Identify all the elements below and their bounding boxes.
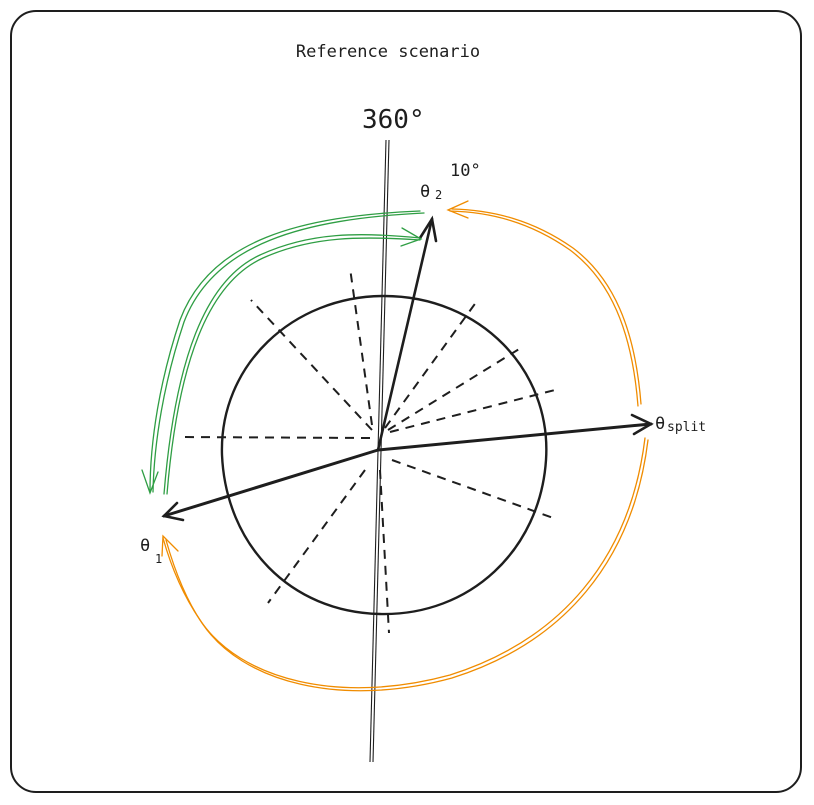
theta1-subscript: 1 [155, 552, 162, 566]
theta2-subscript: 2 [435, 188, 442, 202]
small-angle-label: 10° [450, 161, 481, 181]
theta-split-symbol: θ [655, 414, 665, 434]
theta-split-subscript: split [667, 420, 706, 435]
theta-split-arrow [376, 413, 654, 452]
diagram-title: Reference scenario [296, 42, 480, 62]
top-angle-label: 360° [362, 105, 425, 135]
theta1-symbol: θ [140, 536, 150, 556]
theta1-arrow [161, 448, 380, 522]
theta2-arrow [376, 215, 438, 452]
dashed-radial-lines [179, 267, 557, 634]
main-circle [220, 294, 548, 616]
orange-arc-arrows [161, 200, 649, 692]
theta2-symbol: θ [420, 182, 430, 202]
diagram-frame [10, 10, 802, 793]
green-arc-arrows [141, 210, 425, 495]
